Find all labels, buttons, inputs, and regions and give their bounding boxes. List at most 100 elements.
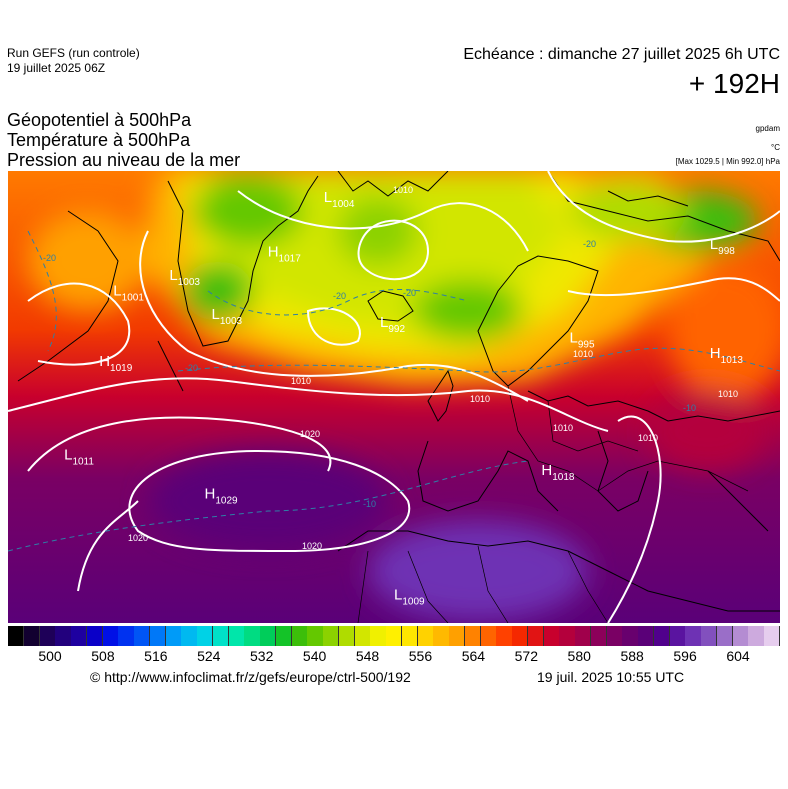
- center-pressure: 1018: [552, 472, 575, 483]
- colorbar-ticks: 500 508 516 524 532 540 548 556 564 572 580 588 596 6…: [8, 648, 780, 666]
- center-pressure: 1011: [72, 456, 94, 467]
- center-pressure: 998: [718, 246, 735, 257]
- colorbar-swatch: [606, 626, 623, 646]
- temperature-field: [8, 171, 780, 623]
- colorbar-swatch: [55, 626, 72, 646]
- center-pressure: 995: [578, 339, 595, 350]
- low-pressure-center: L1001: [113, 283, 144, 304]
- low-pressure-center: L1011: [64, 446, 94, 467]
- colorbar-swatch: [575, 626, 592, 646]
- colorbar-swatch: [417, 626, 434, 646]
- isotherm-value-labels: -20 -20 -20 -20 -20 -10 -10: [43, 239, 696, 509]
- colorbar-swatch: [181, 626, 198, 646]
- colorbar-swatch: [527, 626, 545, 646]
- issue-timestamp: 19 juil. 2025 10:55 UTC: [537, 669, 685, 685]
- low-pressure-center: L1009: [394, 587, 425, 608]
- coastlines: [17, 171, 780, 612]
- colorbar-tick-label: 596: [673, 648, 697, 664]
- colorbar-swatch: [323, 626, 340, 646]
- borders: [357, 385, 749, 623]
- colorbar-swatch: [701, 626, 718, 646]
- colorbar-swatch: [338, 626, 356, 646]
- colorbar-tick-label: 500: [38, 648, 62, 664]
- center-type: L: [324, 189, 332, 206]
- colorbar-tick-label: 524: [197, 648, 221, 664]
- colorbar-tick-label: 556: [408, 648, 433, 664]
- temperature-isotherms: [8, 230, 780, 552]
- isotherm-label: -20: [43, 253, 56, 263]
- colorbar-swatch: [307, 626, 324, 646]
- center-type: L: [113, 283, 121, 300]
- center-pressure: 1009: [402, 597, 425, 608]
- colorbar-swatch: [86, 626, 104, 646]
- colorbar-swatch: [748, 626, 765, 646]
- run-name: Run GEFS (run controle): [7, 46, 140, 60]
- colorbar-swatch: [512, 626, 529, 646]
- isobar-label: 1020: [302, 541, 322, 551]
- isotherm-label: -10: [683, 403, 696, 413]
- center-pressure: 1029: [215, 495, 238, 506]
- center-type: H: [205, 485, 216, 502]
- high-pressure-center: H1019: [99, 353, 133, 374]
- source-credit[interactable]: © http://www.infoclimat.fr/z/gefs/europe…: [90, 669, 411, 685]
- layer-temperature-label: Température à 500hPa: [7, 130, 191, 150]
- isobar-label: 1010: [470, 394, 490, 404]
- valid-time: Echéance : dimanche 27 juillet 2025 6h U…: [463, 46, 780, 63]
- center-type: L: [710, 236, 718, 253]
- low-pressure-center: L1003: [212, 306, 243, 327]
- center-type: H: [99, 353, 110, 370]
- isobar-label: 1010: [393, 185, 413, 195]
- colorbar-swatch: [764, 626, 781, 646]
- low-pressure-center: L1004: [324, 189, 355, 210]
- center-type: L: [380, 314, 388, 331]
- colorbar-tick-label: 588: [620, 648, 644, 664]
- isobar-value-labels: 1010 1010 1010 1010 1010 1010 1010 1020 …: [128, 185, 738, 551]
- colorbar-swatch: [71, 626, 88, 646]
- colorbar-tick-label: 548: [355, 648, 380, 664]
- center-pressure: 1003: [220, 316, 243, 327]
- colorbar-tick-label: 564: [461, 648, 486, 664]
- colorbar-swatch: [118, 626, 135, 646]
- colorbar-swatch: [464, 626, 482, 646]
- colorbar-swatch: [149, 626, 167, 646]
- unit-geopotential: gpdam: [755, 124, 780, 133]
- colorbar-swatch: [134, 626, 151, 646]
- high-pressure-center: H1029: [205, 485, 239, 506]
- colorbar-swatch: [543, 626, 560, 646]
- colorbar-swatch: [449, 626, 466, 646]
- isobar-label: 1020: [300, 429, 320, 439]
- colorbar-swatch: [197, 626, 214, 646]
- colorbar-tick-label: 572: [514, 648, 538, 664]
- center-pressure: 1004: [332, 199, 355, 210]
- center-type: H: [268, 244, 279, 261]
- colorbar-swatch: [559, 626, 576, 646]
- center-pressure: 992: [388, 324, 405, 335]
- isotherm-label: -10: [363, 499, 376, 509]
- center-pressure: 1013: [721, 355, 744, 366]
- isobar-label: 1010: [553, 423, 573, 433]
- layer-geopotential-label: Géopotentiel à 500hPa: [7, 110, 192, 130]
- colorbar-swatch: [244, 626, 261, 646]
- isotherm-label: -20: [403, 288, 416, 298]
- colorbar-tick-label: 540: [302, 648, 327, 664]
- colorbar-swatch: [354, 626, 371, 646]
- colorbar-swatch: [732, 626, 749, 646]
- colorbar-swatch: [291, 626, 308, 646]
- colorbar-swatch: [685, 626, 702, 646]
- colorbar-swatch: [590, 626, 608, 646]
- colorbar-swatch: [669, 626, 686, 646]
- low-pressure-center: L995: [570, 329, 595, 350]
- center-pressure: 1003: [178, 277, 201, 288]
- isobar-label: 1010: [638, 433, 658, 443]
- colorbar-swatch: [622, 626, 639, 646]
- colorbar-swatch: [386, 626, 403, 646]
- colorbar-swatch: [23, 626, 40, 646]
- colorbar-swatch: [716, 626, 734, 646]
- colorbar-swatch: [370, 626, 387, 646]
- colorbar-swatch: [401, 626, 419, 646]
- high-pressure-center: H1013: [710, 345, 744, 366]
- unit-temperature: °C: [771, 143, 780, 152]
- colorbar: [8, 626, 781, 646]
- center-type: L: [212, 306, 220, 323]
- high-pressure-center: H1017: [268, 244, 302, 265]
